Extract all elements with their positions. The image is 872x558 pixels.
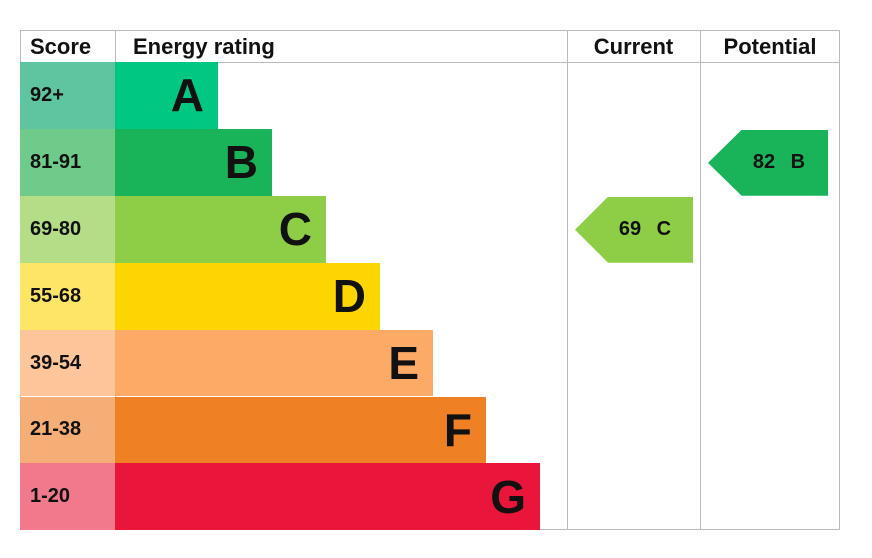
band-bar-f: F [115,396,486,464]
header-energy-rating: Energy rating [133,34,275,59]
header-score: Score [30,34,92,59]
band-bar-g: G [115,463,540,531]
band-bar-e: E [115,329,433,397]
header-divider [20,62,840,63]
band-bar-b: B [115,128,272,196]
band-bar-c: C [115,195,326,263]
score-range-a: 92+ [20,62,115,129]
header-current: Current [593,34,674,59]
column-divider [700,30,701,530]
header-potential: Potential [723,34,817,59]
score-range-f: 21-38 [20,396,115,464]
potential-rating-label: 82 B [752,151,806,174]
column-divider [567,30,568,530]
score-range-d: 55-68 [20,262,115,330]
band-bar-a: A [115,62,218,129]
band-bar-d: D [115,262,380,330]
score-range-b: 81-91 [20,128,115,196]
score-range-g: 1-20 [20,463,115,531]
score-range-e: 39-54 [20,329,115,397]
score-range-c: 69-80 [20,195,115,263]
current-rating-label: 69 C [618,218,672,241]
